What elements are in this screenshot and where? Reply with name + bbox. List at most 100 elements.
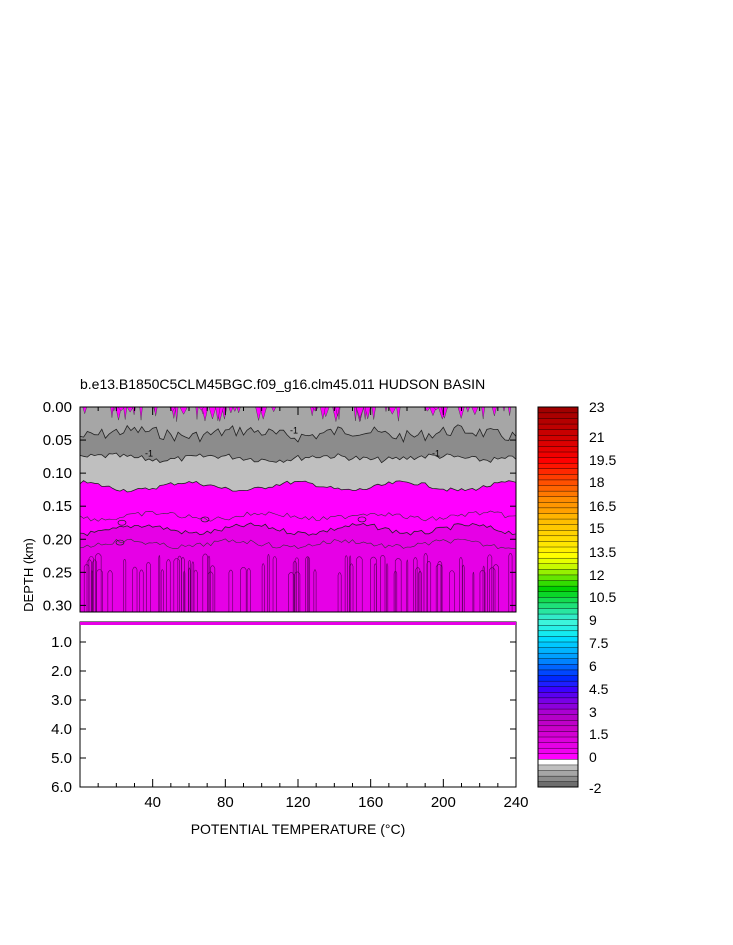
band-grey-dark — [80, 424, 516, 463]
colorbar-box — [537, 451, 579, 458]
surface-spike — [271, 407, 277, 413]
y-tick-label: 2.0 — [51, 663, 72, 680]
lower-panel-frame — [79, 621, 517, 788]
deep-contour — [337, 572, 342, 612]
colorbar-box — [537, 535, 579, 542]
deep-contour — [479, 570, 486, 612]
band-purple — [80, 523, 516, 612]
surface-spike — [123, 407, 128, 420]
colorbar-box — [537, 702, 579, 710]
y-axis-upper: 0.00 0.05 0.10 0.15 0.20 0.25 0.30 — [43, 399, 516, 614]
deep-contour — [92, 559, 97, 612]
deep-contour — [95, 553, 102, 612]
colorbar-box — [537, 697, 579, 704]
deep-contour — [267, 554, 270, 612]
colorbar-box — [537, 568, 579, 576]
deep-contour — [435, 564, 443, 612]
colorbar-box — [537, 758, 579, 766]
band-grey-light — [80, 407, 516, 442]
surface-spike — [115, 407, 122, 421]
colorbar-label: 19.5 — [589, 452, 616, 468]
colorbar-label: 7.5 — [589, 635, 609, 651]
surface-spike — [153, 407, 158, 417]
colorbar-box — [537, 529, 579, 537]
colorbar-box — [537, 663, 579, 671]
deep-contour — [472, 571, 475, 612]
colorbar-label: 12 — [589, 567, 605, 583]
surface-spike — [384, 407, 388, 412]
contour-line — [80, 510, 516, 522]
surface-spike — [465, 407, 470, 413]
deep-contour — [294, 571, 301, 612]
surface-spike — [502, 407, 506, 412]
surface-spike — [82, 407, 87, 415]
surface-spike — [335, 407, 340, 417]
deep-contour — [349, 555, 352, 612]
colorbar-label: -2 — [589, 780, 602, 796]
deep-contour — [207, 571, 214, 612]
deep-contour — [210, 565, 216, 612]
deep-contour — [380, 555, 386, 612]
colorbar-box — [537, 658, 579, 665]
y-tick-label: 0.10 — [43, 465, 72, 482]
colorbar-frame — [537, 406, 579, 788]
deep-contour — [228, 569, 234, 612]
surface-spike — [481, 407, 485, 420]
upper-panel-contours: -1 -1 -1 — [80, 424, 516, 612]
deep-contour — [370, 556, 377, 612]
closed-contour — [117, 519, 127, 526]
colorbar-label: 21 — [589, 429, 605, 445]
colorbar-box — [537, 630, 579, 637]
deep-contour — [132, 566, 138, 612]
deep-contour — [437, 561, 443, 612]
deep-contour — [177, 555, 182, 612]
deep-contour — [356, 556, 363, 612]
deep-contour — [90, 570, 93, 612]
colorbar-box — [537, 512, 579, 520]
deep-contour — [193, 569, 198, 612]
deep-contour — [508, 552, 513, 612]
deep-contour — [145, 562, 151, 612]
y-tick-label: 0.30 — [43, 597, 72, 614]
deep-contour — [423, 553, 428, 612]
deep-contour — [191, 561, 195, 612]
surface-spike — [126, 407, 134, 413]
surface-spike — [471, 407, 479, 416]
deep-contour — [272, 556, 277, 612]
chart-title: b.e13.B1850C5CLM45BGC.f09_g16.clm45.011 … — [80, 376, 485, 392]
colorbar-box — [537, 473, 579, 481]
y-tick-label: 0.25 — [43, 564, 72, 581]
surface-spike — [179, 407, 188, 415]
surface-spike — [432, 407, 440, 411]
colorbar-box — [537, 496, 579, 503]
colorbar-box — [537, 580, 579, 587]
surface-spike — [201, 407, 209, 422]
deep-contour — [188, 560, 191, 612]
colorbar-box — [537, 507, 579, 514]
deep-contour — [306, 557, 310, 612]
deep-contour — [202, 553, 208, 612]
colorbar-box — [537, 412, 579, 419]
colorbar-box — [537, 440, 579, 447]
deep-contour — [139, 569, 144, 612]
y-axis-title: DEPTH (km) — [21, 538, 36, 612]
colorbar-box — [537, 607, 579, 615]
y-tick-label: 1.0 — [51, 634, 72, 651]
colorbar-box — [537, 518, 579, 525]
colorbar-label: 6 — [589, 658, 597, 674]
colorbar-box — [537, 574, 579, 581]
surface-spike — [364, 407, 371, 420]
surface-spike — [110, 407, 114, 418]
surface-spike — [424, 407, 431, 412]
colorbar-box — [537, 641, 579, 648]
x-tick-label: 120 — [285, 794, 310, 811]
deep-contour — [393, 570, 398, 612]
surface-spike — [195, 407, 199, 420]
deep-contour — [173, 558, 180, 612]
deep-contour — [415, 567, 421, 612]
colorbar-box — [537, 764, 579, 771]
colorbar-box — [537, 540, 579, 548]
colorbar-box — [537, 624, 579, 632]
contour-line — [80, 424, 516, 444]
surface-spike — [429, 407, 437, 417]
